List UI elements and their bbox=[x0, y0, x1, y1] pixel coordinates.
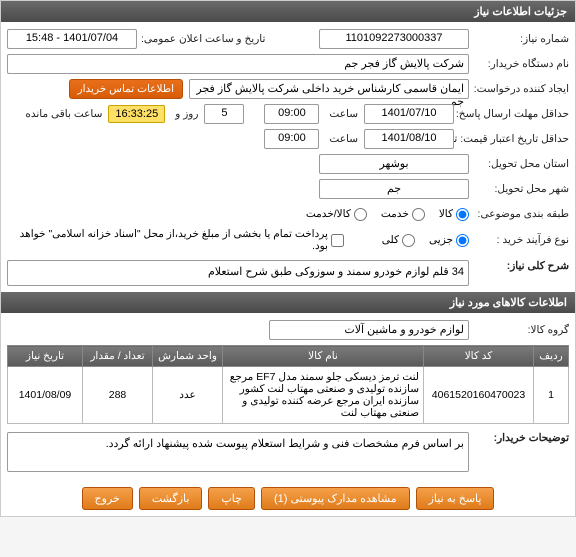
classification-radio-group: کالا خدمت کالا/خدمت bbox=[306, 208, 469, 221]
exit-button[interactable]: خروج bbox=[82, 487, 133, 510]
cell-qty: 288 bbox=[83, 367, 153, 424]
deadline-date-field: 1401/07/10 bbox=[364, 104, 454, 124]
panel-title: جزئیات اطلاعات نیاز bbox=[1, 1, 575, 22]
radio-service-input[interactable] bbox=[412, 208, 425, 221]
label-hour-2: ساعت bbox=[325, 133, 358, 145]
radio-both-input[interactable] bbox=[354, 208, 367, 221]
radio-cash-input[interactable] bbox=[456, 234, 469, 247]
time-remaining-badge: 16:33:25 bbox=[108, 105, 165, 123]
purchase-type-group: جزیی کلی پرداخت تمام یا بخشی از مبلغ خری… bbox=[7, 228, 469, 252]
th-idx: ردیف bbox=[534, 346, 569, 367]
contact-info-button[interactable]: اطلاعات تماس خریدار bbox=[69, 79, 183, 99]
check-payment-input[interactable] bbox=[331, 234, 344, 247]
label-buyer-notes: توضیحات خریدار: bbox=[469, 432, 569, 444]
section-goods-title: اطلاعات کالاهای مورد نیاز bbox=[1, 292, 575, 313]
table-row: 1 4061520160470023 لنت ترمز دیسکی جلو سم… bbox=[8, 367, 569, 424]
deadline-time-field: 09:00 bbox=[264, 104, 319, 124]
footer-buttons: پاسخ به نیاز مشاهده مدارک پیوستی (1) چاپ… bbox=[1, 481, 575, 516]
announce-datetime-field: 1401/07/04 - 15:48 bbox=[7, 29, 137, 49]
radio-goods-label: کالا bbox=[439, 208, 453, 220]
label-requester: ایجاد کننده درخواست: bbox=[469, 83, 569, 95]
radio-service-label: خدمت bbox=[381, 208, 409, 220]
cell-idx: 1 bbox=[534, 367, 569, 424]
province-field: بوشهر bbox=[319, 154, 469, 174]
th-qty: تعداد / مقدار bbox=[83, 346, 153, 367]
radio-partial-label: کلی bbox=[382, 234, 399, 246]
label-send-deadline: حداقل مهلت ارسال پاسخ: تا تاریخ: bbox=[454, 108, 569, 120]
check-payment-label: پرداخت تمام یا بخشی از مبلغ خرید،از محل … bbox=[7, 228, 328, 252]
table-body: 1 4061520160470023 لنت ترمز دیسکی جلو سم… bbox=[8, 367, 569, 424]
label-announce-datetime: تاریخ و ساعت اعلان عمومی: bbox=[137, 33, 265, 45]
validity-time-field: 09:00 bbox=[264, 129, 319, 149]
label-buyer-org: نام دستگاه خریدار: bbox=[469, 58, 569, 70]
validity-date-field: 1401/08/10 bbox=[364, 129, 454, 149]
attachments-button[interactable]: مشاهده مدارک پیوستی (1) bbox=[261, 487, 410, 510]
label-hour-1: ساعت bbox=[325, 108, 358, 120]
th-code: کد کالا bbox=[424, 346, 534, 367]
radio-both-label: کالا/خدمت bbox=[306, 208, 351, 220]
th-unit: واحد شمارش bbox=[153, 346, 223, 367]
radio-cash-label: جزیی bbox=[429, 234, 453, 246]
label-goods-group: گروه کالا: bbox=[469, 324, 569, 336]
check-payment[interactable]: پرداخت تمام یا بخشی از مبلغ خرید،از محل … bbox=[7, 228, 344, 252]
label-general-desc: شرح کلی نیاز: bbox=[469, 260, 569, 272]
label-price-validity: حداقل تاریخ اعتبار قیمت: تا تاریخ: bbox=[454, 133, 569, 145]
th-date: تاریخ نیاز bbox=[8, 346, 83, 367]
label-city: شهر محل تحویل: bbox=[469, 183, 569, 195]
radio-both[interactable]: کالا/خدمت bbox=[306, 208, 367, 221]
label-classification: طبقه بندی موضوعی: bbox=[469, 208, 569, 220]
buyer-org-field: شرکت پالایش گاز فجر جم bbox=[7, 54, 469, 74]
radio-partial-input[interactable] bbox=[402, 234, 415, 247]
need-number-field: 1101092273000337 bbox=[319, 29, 469, 49]
reply-button[interactable]: پاسخ به نیاز bbox=[416, 487, 495, 510]
label-purchase-type: نوع فرآیند خرید : bbox=[469, 234, 569, 246]
cell-date: 1401/08/09 bbox=[8, 367, 83, 424]
days-remain-field: 5 bbox=[204, 104, 244, 124]
radio-cash[interactable]: جزیی bbox=[429, 234, 469, 247]
print-button[interactable]: چاپ bbox=[208, 487, 255, 510]
buyer-notes-field: بر اساس فرم مشخصات فنی و شرایط استعلام پ… bbox=[7, 432, 469, 472]
label-province: استان محل تحویل: bbox=[469, 158, 569, 170]
radio-goods[interactable]: کالا bbox=[439, 208, 469, 221]
radio-goods-input[interactable] bbox=[456, 208, 469, 221]
table-header-row: ردیف کد کالا نام کالا واحد شمارش تعداد /… bbox=[8, 346, 569, 367]
goods-table: ردیف کد کالا نام کالا واحد شمارش تعداد /… bbox=[7, 345, 569, 424]
general-desc-field: 34 قلم لوازم خودرو سمند و سوزوکی طبق شرح… bbox=[7, 260, 469, 286]
cell-code: 4061520160470023 bbox=[424, 367, 534, 424]
label-need-number: شماره نیاز: bbox=[469, 33, 569, 45]
form-body: شماره نیاز: 1101092273000337 تاریخ و ساع… bbox=[1, 22, 575, 481]
cell-name: لنت ترمز دیسکی جلو سمند مدل EF7 مرجع ساز… bbox=[223, 367, 424, 424]
back-button[interactable]: بازگشت bbox=[139, 487, 203, 510]
radio-partial[interactable]: کلی bbox=[382, 234, 415, 247]
label-day-remain2: ساعت باقی مانده bbox=[21, 108, 102, 120]
city-field: جم bbox=[319, 179, 469, 199]
details-panel: جزئیات اطلاعات نیاز شماره نیاز: 11010922… bbox=[0, 0, 576, 517]
goods-group-field: لوازم خودرو و ماشین آلات bbox=[269, 320, 469, 340]
label-day-remain1: روز و bbox=[171, 108, 198, 120]
th-name: نام کالا bbox=[223, 346, 424, 367]
cell-unit: عدد bbox=[153, 367, 223, 424]
requester-field: ایمان قاسمی کارشناس خرید داخلی شرکت پالا… bbox=[189, 79, 469, 99]
radio-service[interactable]: خدمت bbox=[381, 208, 425, 221]
